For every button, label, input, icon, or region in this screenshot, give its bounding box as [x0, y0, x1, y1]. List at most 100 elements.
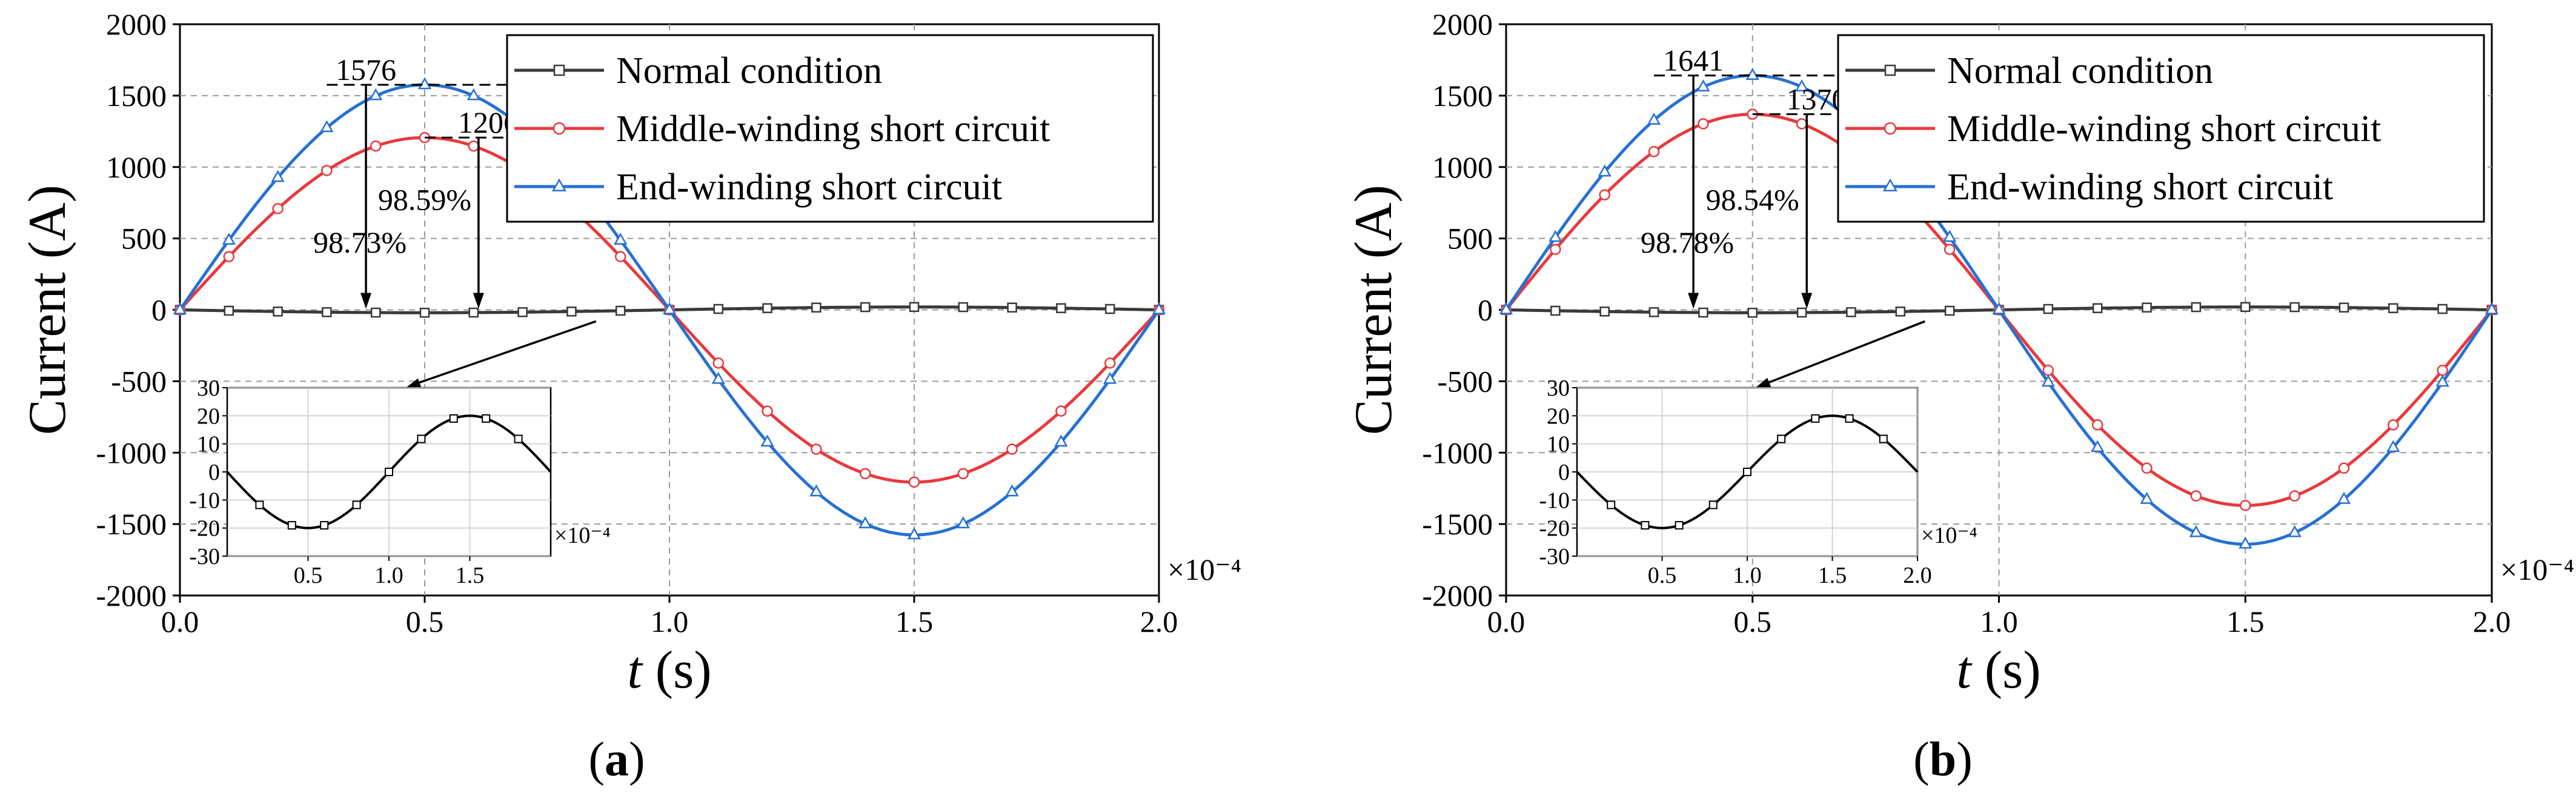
- middle-reduction-arrow-head: [1801, 293, 1813, 309]
- data-point-normal: [909, 302, 920, 313]
- data-point-middle: [1944, 244, 1956, 255]
- inset-x-tick-label: 1.5: [1818, 563, 1847, 588]
- data-point-middle: [2289, 490, 2300, 502]
- panel-letter: a: [605, 733, 629, 786]
- data-point-end: [2239, 536, 2252, 549]
- data-point-normal: [811, 302, 822, 313]
- inset-y-tick-label: 10: [1547, 432, 1570, 457]
- data-point-end: [1103, 371, 1117, 384]
- x-multiplier-label: ×10⁻⁴: [2500, 552, 2574, 586]
- panel-letter: b: [1930, 733, 1957, 786]
- data-point-normal: [273, 307, 283, 317]
- inset-y-tick-label: -30: [189, 544, 220, 569]
- x-axis-variable: t: [1956, 641, 1973, 700]
- x-axis-title: t (s): [627, 641, 711, 700]
- data-point-end: [1745, 68, 1759, 80]
- x-tick-label: 2.0: [1140, 605, 1178, 638]
- data-point-middle: [614, 251, 626, 262]
- legend-marker-middle: [553, 122, 566, 135]
- data-point-normal: [1056, 303, 1066, 313]
- y-tick-label: -2000: [1422, 579, 1493, 612]
- inset-data-point: [1708, 500, 1718, 509]
- inset-x-tick-label: 2.0: [1903, 563, 1932, 588]
- data-point-middle: [370, 140, 382, 152]
- data-point-middle: [321, 165, 333, 176]
- y-tick-label: 0: [151, 293, 167, 327]
- inset-pointer-arrow-shaft: [414, 320, 597, 385]
- inset-data-point: [482, 414, 491, 423]
- inset-y-tick-label: 10: [197, 432, 220, 457]
- data-point-end: [271, 170, 285, 182]
- data-point-end: [2288, 525, 2302, 537]
- data-point-normal: [419, 307, 430, 318]
- y-tick-label: 2000: [1432, 7, 1493, 41]
- inset-y-tick-label: 0: [1558, 460, 1570, 485]
- y-tick-label: -1500: [96, 507, 167, 541]
- data-point-normal: [1747, 307, 1758, 318]
- data-point-middle: [2091, 419, 2103, 431]
- inset-data-point: [255, 500, 264, 509]
- data-point-normal: [370, 307, 381, 318]
- legend: Normal condition Middle-winding short cir…: [1837, 34, 2485, 223]
- x-axis-title: t (s): [1956, 641, 2040, 700]
- legend-label-middle: Middle-winding short circuit: [616, 108, 1050, 150]
- data-point-middle: [1006, 443, 1018, 455]
- data-point-normal: [2191, 302, 2202, 313]
- data-point-middle: [859, 468, 871, 480]
- data-point-middle: [468, 140, 480, 152]
- data-point-normal: [2240, 302, 2251, 313]
- legend-marker-end: [551, 178, 567, 191]
- inset-data-point: [320, 521, 329, 530]
- x-tick-label: 0.5: [1734, 605, 1772, 638]
- data-point-normal: [1944, 305, 1955, 316]
- data-point-middle: [762, 405, 773, 417]
- data-point-normal: [2043, 303, 2054, 314]
- end-peak-label: 1641: [1663, 44, 1724, 78]
- y-tick-label: 1000: [106, 150, 167, 184]
- inset-data-point: [1641, 521, 1650, 530]
- inset-y-tick-label: 30: [1547, 376, 1570, 401]
- data-point-end: [1152, 302, 1166, 314]
- data-point-normal: [1796, 307, 1807, 318]
- end-reduction-arrow-head: [360, 293, 372, 309]
- inset-data-point: [287, 521, 296, 530]
- data-point-end: [1647, 112, 1661, 125]
- data-point-middle: [1698, 118, 1709, 130]
- data-point-middle: [1550, 244, 1561, 255]
- data-point-normal: [615, 305, 626, 316]
- data-point-middle: [811, 443, 822, 455]
- legend-marker-normal: [553, 64, 565, 76]
- data-point-end: [1549, 230, 1562, 242]
- data-point-end: [320, 120, 334, 133]
- inset-x-tick-label: 0.5: [294, 563, 323, 588]
- data-point-normal: [2092, 303, 2103, 313]
- x-tick-label: 1.0: [1980, 605, 2018, 638]
- inset-x-multiplier: ×10⁻⁴: [1921, 523, 1977, 548]
- series-group: [173, 77, 1166, 540]
- data-point-end: [662, 302, 677, 314]
- data-point-end: [1499, 302, 1513, 314]
- data-point-middle: [2437, 365, 2448, 376]
- end-reduction-label: 98.78%: [1641, 225, 1734, 259]
- y-tick-label: 2000: [106, 7, 167, 41]
- y-tick-label: -500: [111, 364, 167, 398]
- inset-data-point: [1811, 414, 1820, 423]
- inset-y-tick-label: 0: [208, 460, 220, 485]
- x-tick-label: 2.0: [2473, 605, 2511, 638]
- data-point-middle: [2190, 490, 2202, 502]
- x-tick-label: 1.0: [651, 605, 689, 638]
- inset-data-point: [1879, 434, 1888, 443]
- data-point-end: [1794, 79, 1809, 91]
- inset-x-tick-label: 1.5: [456, 563, 485, 588]
- data-point-normal: [224, 305, 234, 316]
- middle-reduction-label: 98.59%: [378, 182, 471, 216]
- data-point-middle: [712, 357, 725, 369]
- end-reduction-arrow-head: [1688, 293, 1699, 309]
- data-point-end: [1005, 484, 1019, 497]
- legend-label-middle: Middle-winding short circuit: [1947, 108, 2381, 150]
- middle-reduction-arrow-head: [473, 293, 484, 309]
- data-point-end: [907, 527, 921, 540]
- data-point-middle: [1648, 145, 1660, 158]
- data-point-end: [1992, 302, 2006, 314]
